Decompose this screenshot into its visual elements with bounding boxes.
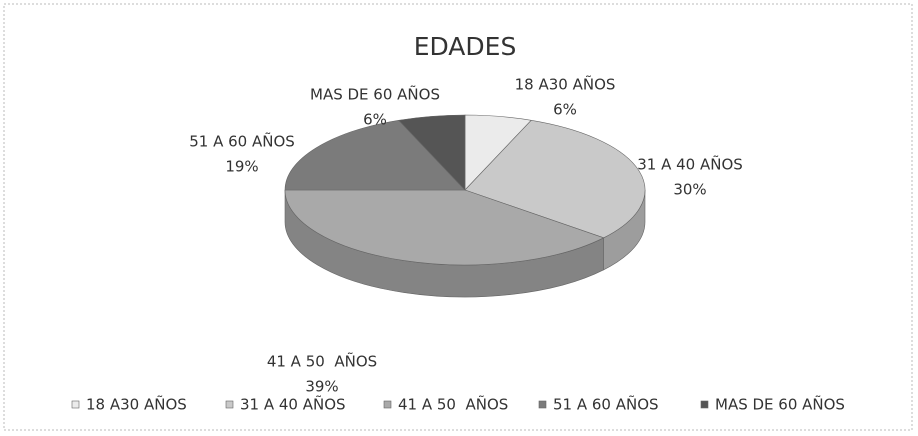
legend-swatch	[700, 400, 709, 409]
slice	[284, 189, 605, 266]
data-label-value: 6%	[553, 101, 577, 119]
slice	[284, 119, 466, 191]
data-label-value: 6%	[363, 111, 387, 129]
legend-label: 51 A 60 AÑOS	[553, 395, 659, 414]
data-label-value: 30%	[673, 181, 706, 199]
legend-swatch	[383, 400, 392, 409]
data-label-value: 19%	[225, 158, 258, 176]
legend-swatch	[538, 400, 547, 409]
chart-title: EDADES	[414, 32, 517, 61]
data-label-name: 41 A 50 AÑOS	[267, 352, 377, 371]
legend-swatch	[71, 400, 80, 409]
data-label-name: 31 A 40 AÑOS	[637, 155, 743, 174]
slice	[464, 119, 646, 239]
legend-label: MAS DE 60 AÑOS	[715, 395, 845, 414]
legend-swatch	[225, 400, 234, 409]
data-label-name: 51 A 60 AÑOS	[189, 132, 295, 151]
data-label-name: MAS DE 60 AÑOS	[310, 85, 440, 104]
data-label-value: 39%	[305, 378, 338, 396]
data-label-name: 18 A30 AÑOS	[515, 75, 616, 94]
legend-label: 31 A 40 AÑOS	[240, 395, 346, 414]
legend-label: 18 A30 AÑOS	[86, 395, 187, 414]
legend-label: 41 A 50 AÑOS	[398, 395, 508, 414]
slice	[398, 114, 466, 191]
